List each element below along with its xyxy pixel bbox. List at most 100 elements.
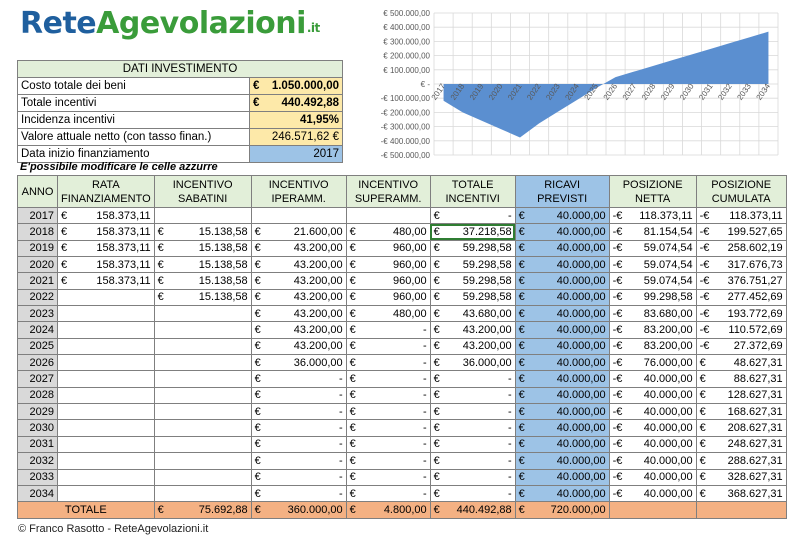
revenue-input-cell[interactable]: €40.000,00 [514, 386, 610, 405]
net-position-cell: -€ 83.680,00 [608, 305, 697, 323]
sabatini-cell: €15.138,58 [153, 288, 252, 307]
column-header-sabatini: INCENTIVO SABATINI [153, 175, 252, 208]
cumulative-position-cell: €128.627,31 [695, 386, 787, 405]
rata-cell: €158.373,11 [57, 206, 155, 225]
cell-value: 40.000,00 [556, 209, 606, 222]
euro-sign: € [254, 226, 261, 239]
revenue-input-cell[interactable]: €40.000,00 [514, 419, 610, 437]
cell-value: - [507, 405, 512, 418]
cell-value: 40.000,00 [556, 454, 606, 467]
cell-value: 118.373,11 [729, 209, 783, 222]
cumulative-position-cell: €48.627,31 [695, 354, 787, 372]
euro-sign: € [254, 340, 261, 353]
iperamm-cell: € - [250, 452, 347, 470]
euro-sign: € [433, 324, 440, 337]
revenue-input-cell[interactable]: €40.000,00 [514, 403, 610, 421]
euro-sign: -€ [699, 242, 710, 255]
total-incentives-cell: €37.218,58 [429, 223, 516, 241]
revenue-input-cell[interactable]: €40.000,00 [514, 354, 610, 372]
cumulative-position-cell: -€ 277.452,69 [695, 288, 787, 307]
euro-sign: € [349, 487, 356, 500]
x-tick-label: 2030 [678, 82, 696, 102]
table-row: 2028 € - € - € - €40.000,00 -€ 40.000,00 €128.627,… [17, 386, 787, 405]
superamm-cell: € - [345, 370, 431, 388]
cell-value: 328.627,31 [727, 471, 783, 484]
cell-value: 720.000,00 [550, 503, 606, 516]
cell-value: 59.074,54 [643, 258, 693, 271]
revenue-input-cell[interactable]: €40.000,00 [514, 484, 610, 503]
table-row: 2034 € - € - € - €40.000,00 -€ 40.000,00 €368.627,… [17, 484, 787, 503]
revenue-input-cell[interactable]: €40.000,00 [514, 435, 610, 454]
revenue-input-cell[interactable]: €40.000,00 [514, 272, 610, 290]
euro-sign: € [349, 356, 356, 369]
investment-npv-value[interactable]: 246.571,62 € [249, 128, 343, 146]
rata-cell: €158.373,11 [57, 272, 155, 290]
total-incentives-cell: €43.200,00 [429, 337, 516, 356]
revenue-input-cell[interactable]: €40.000,00 [514, 321, 610, 339]
net-position-cell: -€ 83.200,00 [608, 337, 697, 356]
cumulative-position-cell: -€ 110.572,69 [695, 321, 787, 339]
table-row: 2024 €43.200,00 € - €43.200,00 €40.000,00 -€ 83… [17, 321, 787, 339]
revenue-input-cell[interactable]: €40.000,00 [514, 288, 610, 307]
cell-value: - [507, 487, 512, 500]
year-cell: 2031 [17, 435, 58, 454]
rata-cell [57, 370, 155, 388]
euro-sign: € [254, 454, 261, 467]
cell-value: - [338, 405, 343, 418]
revenue-input-cell[interactable]: €40.000,00 [514, 370, 610, 388]
cell-value: 40.000,00 [556, 340, 606, 353]
cell-value: 43.200,00 [293, 242, 343, 255]
euro-sign: € [254, 438, 261, 451]
cell-value: 440.492,88 [456, 503, 512, 516]
cell-value: 43.200,00 [293, 275, 343, 288]
cell-value: 37.218,58 [462, 226, 512, 239]
logo-part-rete: Rete [20, 6, 97, 41]
rata-cell [57, 468, 155, 486]
revenue-input-cell[interactable]: €40.000,00 [514, 256, 610, 274]
cell-value: - [422, 438, 427, 451]
cell-value: 40.000,00 [556, 471, 606, 484]
iperamm-cell: € - [250, 370, 347, 388]
net-position-cell: -€ 40.000,00 [608, 370, 697, 388]
revenue-input-cell[interactable]: €40.000,00 [514, 223, 610, 241]
total-super-cell: €4.800,00 [345, 501, 431, 519]
iperamm-cell: €21.600,00 [250, 223, 347, 241]
revenue-input-cell[interactable]: €40.000,00 [514, 239, 610, 258]
cell-value: 43.200,00 [293, 307, 343, 320]
euro-sign: € [157, 242, 164, 255]
revenue-input-cell[interactable]: €40.000,00 [514, 206, 610, 225]
euro-sign: € [433, 258, 440, 271]
cell-value: - [338, 422, 343, 435]
cell-value: 40.000,00 [556, 307, 606, 320]
cell-value: 40.000,00 [556, 258, 606, 271]
euro-sign: € [433, 471, 440, 484]
cell-value: 2031 [29, 438, 54, 451]
investment-incidence-value[interactable]: 41,95% [249, 111, 343, 129]
euro-sign: -€ [699, 258, 710, 271]
cell-value: 480,00 [392, 307, 427, 320]
year-cell: 2034 [17, 484, 58, 503]
cell-value: 15.138,58 [198, 242, 248, 255]
iperamm-cell: €43.200,00 [250, 239, 347, 258]
euro-sign: € [699, 373, 706, 386]
revenue-input-cell[interactable]: €40.000,00 [514, 452, 610, 470]
revenue-input-cell[interactable]: €40.000,00 [514, 468, 610, 486]
euro-sign: -€ [612, 275, 623, 288]
rata-cell [57, 305, 155, 323]
investment-incentives-value[interactable]: €440.492,88 [249, 94, 343, 112]
euro-sign: € [518, 389, 525, 402]
total-empty1-cell [608, 501, 697, 519]
cell-value: - [422, 422, 427, 435]
revenue-input-cell[interactable]: €40.000,00 [514, 305, 610, 323]
superamm-cell: € - [345, 435, 431, 454]
investment-start-year-input[interactable]: 2017 [249, 145, 343, 163]
cell-value: 288.627,31 [727, 454, 783, 467]
euro-sign: € [699, 422, 706, 435]
cell-value: 118.373,11 [639, 209, 693, 222]
cell-value: - [422, 389, 427, 402]
cell-value: - [338, 389, 343, 402]
cell-value: 2023 [29, 307, 54, 320]
revenue-input-cell[interactable]: €40.000,00 [514, 337, 610, 356]
cell-value: 76.000,00 [643, 356, 693, 369]
investment-cost-value[interactable]: €1.050.000,00 [249, 77, 343, 95]
